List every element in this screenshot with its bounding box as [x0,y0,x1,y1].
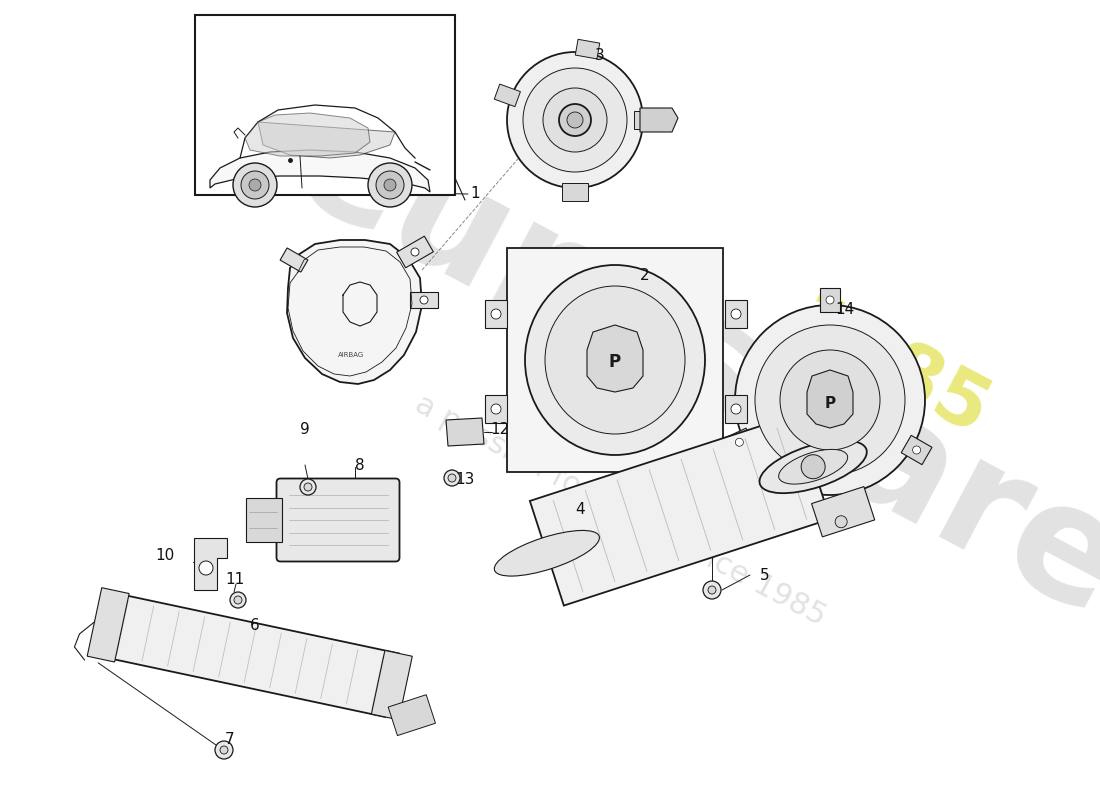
Circle shape [566,112,583,128]
Polygon shape [634,111,660,129]
Polygon shape [724,428,755,456]
Polygon shape [280,248,308,272]
Polygon shape [245,113,370,156]
Circle shape [241,171,270,199]
FancyBboxPatch shape [485,395,507,423]
Text: eurospares: eurospares [267,85,1100,695]
Ellipse shape [525,265,705,455]
Polygon shape [210,150,430,192]
Polygon shape [446,418,484,446]
Text: 1: 1 [470,186,480,202]
Circle shape [214,741,233,759]
Polygon shape [287,240,422,384]
Circle shape [780,350,880,450]
Circle shape [444,470,460,486]
Circle shape [234,596,242,604]
Ellipse shape [544,286,685,434]
Polygon shape [194,538,227,590]
Circle shape [732,404,741,414]
Text: 2: 2 [640,267,650,282]
Text: 13: 13 [455,473,474,487]
Circle shape [376,171,404,199]
Circle shape [300,479,316,495]
Circle shape [368,163,412,207]
Text: 10: 10 [156,547,175,562]
FancyBboxPatch shape [245,498,282,542]
Circle shape [220,746,228,754]
Polygon shape [258,122,395,158]
Circle shape [913,446,921,454]
Text: 3: 3 [595,47,605,62]
Text: 4: 4 [575,502,585,518]
Text: 7: 7 [226,733,234,747]
Circle shape [559,104,591,136]
Text: 5: 5 [760,567,770,582]
Text: 1985: 1985 [779,287,1001,453]
Polygon shape [807,370,852,428]
FancyBboxPatch shape [276,478,399,562]
Polygon shape [575,39,600,59]
Circle shape [491,404,501,414]
Polygon shape [640,108,678,132]
Circle shape [732,309,741,319]
FancyBboxPatch shape [725,300,747,328]
Circle shape [249,179,261,191]
Text: 12: 12 [490,422,509,438]
Circle shape [199,561,213,575]
Circle shape [304,483,312,491]
Circle shape [826,296,834,304]
Circle shape [491,309,501,319]
FancyBboxPatch shape [507,248,723,472]
Polygon shape [587,325,643,392]
Polygon shape [562,183,588,201]
Polygon shape [812,486,874,537]
Polygon shape [901,435,932,465]
Circle shape [522,68,627,172]
Text: AIRBAG: AIRBAG [338,352,364,358]
Circle shape [233,163,277,207]
Ellipse shape [779,450,848,484]
Circle shape [420,296,428,304]
Text: 6: 6 [250,618,260,633]
Polygon shape [494,84,520,106]
Text: 8: 8 [355,458,364,473]
Polygon shape [397,236,433,268]
Circle shape [448,474,456,482]
Circle shape [755,325,905,475]
Text: P: P [824,397,836,411]
Polygon shape [372,650,412,720]
Circle shape [708,586,716,594]
Ellipse shape [494,530,600,576]
Polygon shape [87,588,129,662]
Text: a passion for parts since 1985: a passion for parts since 1985 [409,389,830,631]
FancyBboxPatch shape [725,395,747,423]
Polygon shape [820,288,840,312]
Text: P: P [609,353,622,371]
Text: 14: 14 [835,302,855,318]
FancyBboxPatch shape [485,300,507,328]
Text: 9: 9 [300,422,310,438]
Circle shape [384,179,396,191]
Circle shape [411,248,419,256]
Polygon shape [101,593,398,717]
Polygon shape [530,414,830,606]
Circle shape [735,305,925,495]
Circle shape [230,592,246,608]
FancyBboxPatch shape [195,15,455,195]
Text: 11: 11 [226,573,244,587]
Circle shape [543,88,607,152]
Polygon shape [388,694,436,735]
Ellipse shape [759,440,867,493]
Circle shape [736,438,744,446]
Circle shape [703,581,720,599]
Polygon shape [410,292,438,308]
Circle shape [801,454,825,478]
Circle shape [835,516,847,528]
Circle shape [507,52,644,188]
